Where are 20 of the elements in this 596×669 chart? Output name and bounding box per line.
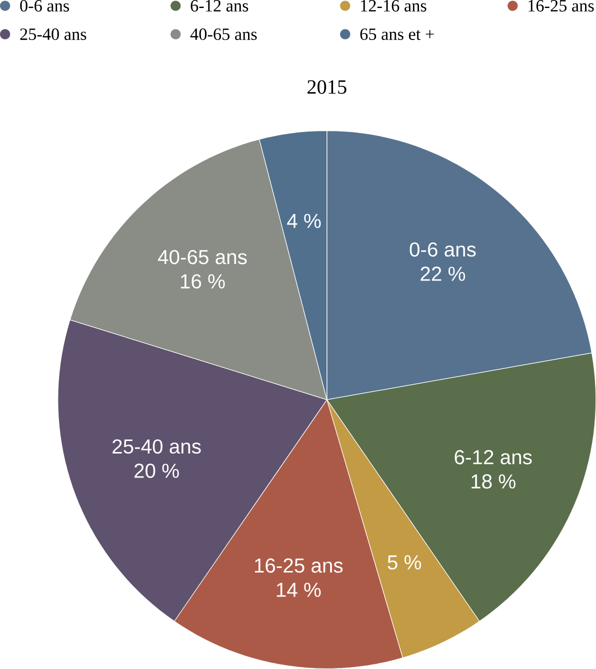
legend-label: 40-65 ans [190, 28, 257, 40]
data-label: 20 % [134, 464, 179, 478]
legend-label: 6-12 ans [190, 0, 248, 12]
legend-label: 65 ans et + [360, 28, 434, 40]
legend-label: 25-40 ans [20, 28, 86, 40]
data-label: 18 % [472, 474, 516, 489]
slice-label: 40-65 ans [158, 250, 247, 264]
data-label: 4 % [287, 214, 321, 228]
legend-label: 0-6 ans [20, 0, 69, 12]
legend-label: 16-25 ans [528, 0, 594, 12]
data-label: 16 % [180, 274, 225, 289]
slice-label: 0-6 ans [410, 242, 476, 257]
slice-label: 25-40 ans [112, 439, 201, 454]
legend-label: 12-16 ans [360, 0, 426, 12]
slice-label: 6-12 ans [454, 450, 532, 464]
text: 2015 [307, 80, 346, 94]
data-label: 14 % [276, 582, 321, 597]
slice-label: 16-25 ans [254, 558, 343, 573]
data-label: 5 % [388, 555, 421, 570]
data-label: 22 % [420, 266, 465, 281]
